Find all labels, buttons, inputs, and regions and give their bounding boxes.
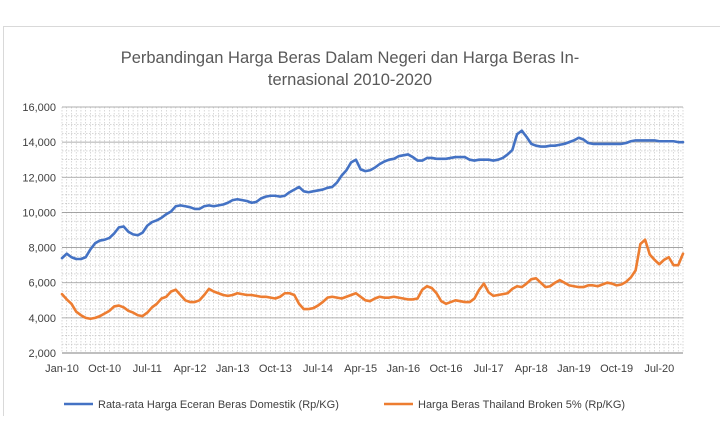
gridlines: [61, 106, 684, 354]
x-tick-label: Jan-16: [386, 363, 420, 375]
x-tick-label: Jan-19: [557, 363, 591, 375]
x-tick-label: Oct-19: [600, 363, 633, 375]
legend-label-2: Harga Beras Thailand Broken 5% (Rp/KG): [418, 399, 625, 411]
y-tick-label: 6,000: [28, 278, 56, 290]
top-border-line: [3, 26, 720, 27]
x-tick-label: Oct-13: [259, 363, 292, 375]
series-line-2: [60, 238, 685, 321]
y-tick-label: 16,000: [22, 102, 56, 114]
x-tick-label: Jan-10: [45, 363, 79, 375]
y-tick-label: 12,000: [22, 172, 56, 184]
legend-label-1: Rata-rata Harga Eceran Beras Domestik (R…: [98, 399, 339, 411]
legend: Rata-rata Harga Eceran Beras Domestik (R…: [64, 399, 625, 411]
chart-title-line-1: Perbandingan Harga Beras Dalam Negeri da…: [121, 49, 580, 67]
x-tick-label: Apr-12: [173, 363, 206, 375]
y-tick-label: 14,000: [22, 137, 56, 149]
x-tick-label: Jul-17: [474, 363, 504, 375]
y-tick-label: 4,000: [28, 313, 56, 325]
x-tick-label: Oct-10: [88, 363, 121, 375]
left-border-line: [3, 26, 4, 416]
axes: 2,000 4,000 6,000 8,000 10,000 12,000 14,000 16…: [22, 102, 683, 375]
x-tick-label: Apr-18: [515, 363, 548, 375]
x-tick-label: Jan-13: [216, 363, 250, 375]
x-tick-label: Jul-14: [303, 363, 333, 375]
series-line-1: [60, 129, 685, 261]
x-tick-label: Jul-20: [644, 363, 674, 375]
x-tick-label: Jul-11: [133, 363, 162, 375]
y-tick-label: 10,000: [22, 207, 56, 219]
x-tick-label: Oct-16: [429, 363, 462, 375]
chart-title-line-2: ternasional 2010-2020: [268, 71, 432, 89]
y-tick-label: 8,000: [28, 243, 56, 255]
x-tick-label: Apr-15: [344, 363, 377, 375]
series-lines: [60, 129, 685, 321]
y-tick-label: 2,000: [28, 348, 56, 360]
